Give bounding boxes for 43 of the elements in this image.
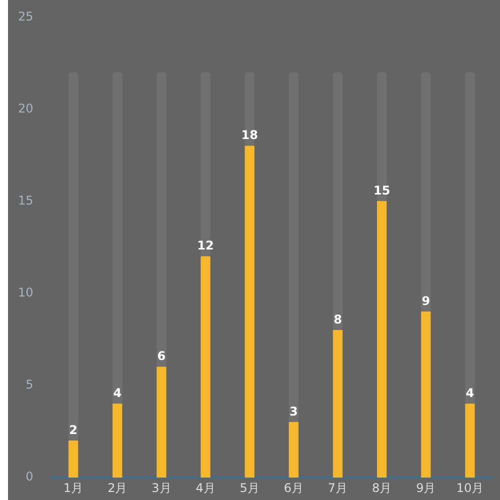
x-tick-label: 10月: [456, 480, 484, 495]
x-tick-label: 3月: [152, 480, 172, 495]
y-tick-label: 20: [18, 101, 34, 116]
x-tick-label: 9月: [416, 480, 436, 495]
y-tick-label: 15: [18, 193, 34, 208]
x-tick-label: 7月: [328, 480, 348, 495]
data-label: 8: [334, 312, 342, 326]
bar: [288, 72, 298, 423]
x-tick-label: 5月: [240, 480, 260, 495]
data-label: 18: [241, 128, 258, 142]
bar: [68, 72, 78, 442]
y-tick-label: 25: [18, 9, 34, 24]
bar: [465, 72, 475, 404]
bar: [332, 330, 343, 478]
bar: [68, 440, 78, 478]
bar: [421, 72, 431, 312]
x-tick-label: 8月: [372, 480, 392, 495]
bar: [376, 201, 387, 478]
bar: [112, 404, 122, 478]
data-label: 4: [113, 386, 122, 400]
bar: [112, 72, 122, 404]
y-tick-label: 5: [26, 378, 34, 392]
bar: [156, 366, 166, 478]
bar: [156, 72, 166, 368]
x-tick-label: 2月: [108, 480, 128, 495]
bar: [421, 312, 431, 478]
bar: [200, 256, 210, 478]
data-label: 2: [69, 422, 78, 437]
data-label: 6: [157, 349, 166, 364]
x-tick-label: 1月: [63, 480, 84, 495]
bar: [465, 404, 475, 478]
bar: [244, 146, 254, 478]
bar: [288, 422, 298, 478]
data-label: 4: [466, 386, 474, 400]
data-label: 12: [197, 238, 214, 253]
bar: [332, 72, 343, 331]
y-tick-label: 10: [18, 286, 34, 300]
data-label: 15: [373, 183, 390, 198]
x-tick-label: 6月: [284, 480, 304, 495]
data-label: 3: [289, 404, 298, 418]
x-tick-label: 4月: [196, 480, 216, 495]
data-label: 9: [422, 294, 430, 308]
y-tick-label: 0: [26, 470, 34, 484]
